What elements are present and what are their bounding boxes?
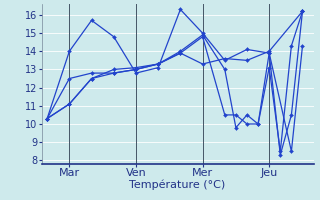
X-axis label: Température (°C): Température (°C) (130, 180, 226, 190)
